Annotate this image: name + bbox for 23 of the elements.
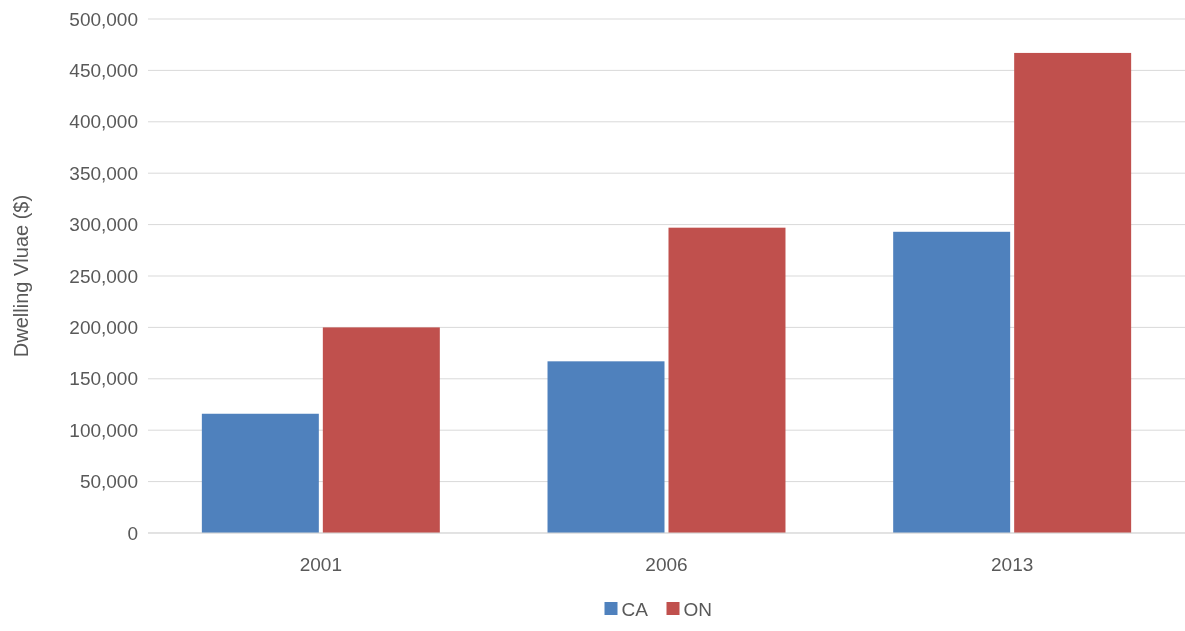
bar <box>668 227 786 533</box>
y-tick-label: 400,000 <box>69 111 138 133</box>
y-tick-label: 250,000 <box>69 265 138 287</box>
legend-label: CA <box>621 598 649 620</box>
y-tick-label: 450,000 <box>69 60 138 82</box>
y-tick-label: 200,000 <box>69 317 138 339</box>
bar <box>1014 52 1132 533</box>
y-axis-title: Dwelling Vluae ($) <box>10 194 32 358</box>
y-tick-label: 50,000 <box>79 471 138 493</box>
x-tick-label: 2013 <box>991 554 1034 575</box>
legend-label: ON <box>683 598 712 620</box>
bar <box>893 231 1011 533</box>
y-tick-label: 0 <box>127 522 138 544</box>
y-tick-label: 500,000 <box>69 8 138 30</box>
x-tick-label: 2001 <box>299 554 342 575</box>
x-tick-label: 2006 <box>645 554 688 575</box>
bar <box>547 361 665 533</box>
y-tick-label: 100,000 <box>69 419 138 441</box>
y-tick-label: 150,000 <box>69 368 138 390</box>
bar <box>322 327 440 533</box>
y-tick-label: 350,000 <box>69 162 138 184</box>
y-tick-label: 300,000 <box>69 214 138 236</box>
bar <box>201 413 319 533</box>
